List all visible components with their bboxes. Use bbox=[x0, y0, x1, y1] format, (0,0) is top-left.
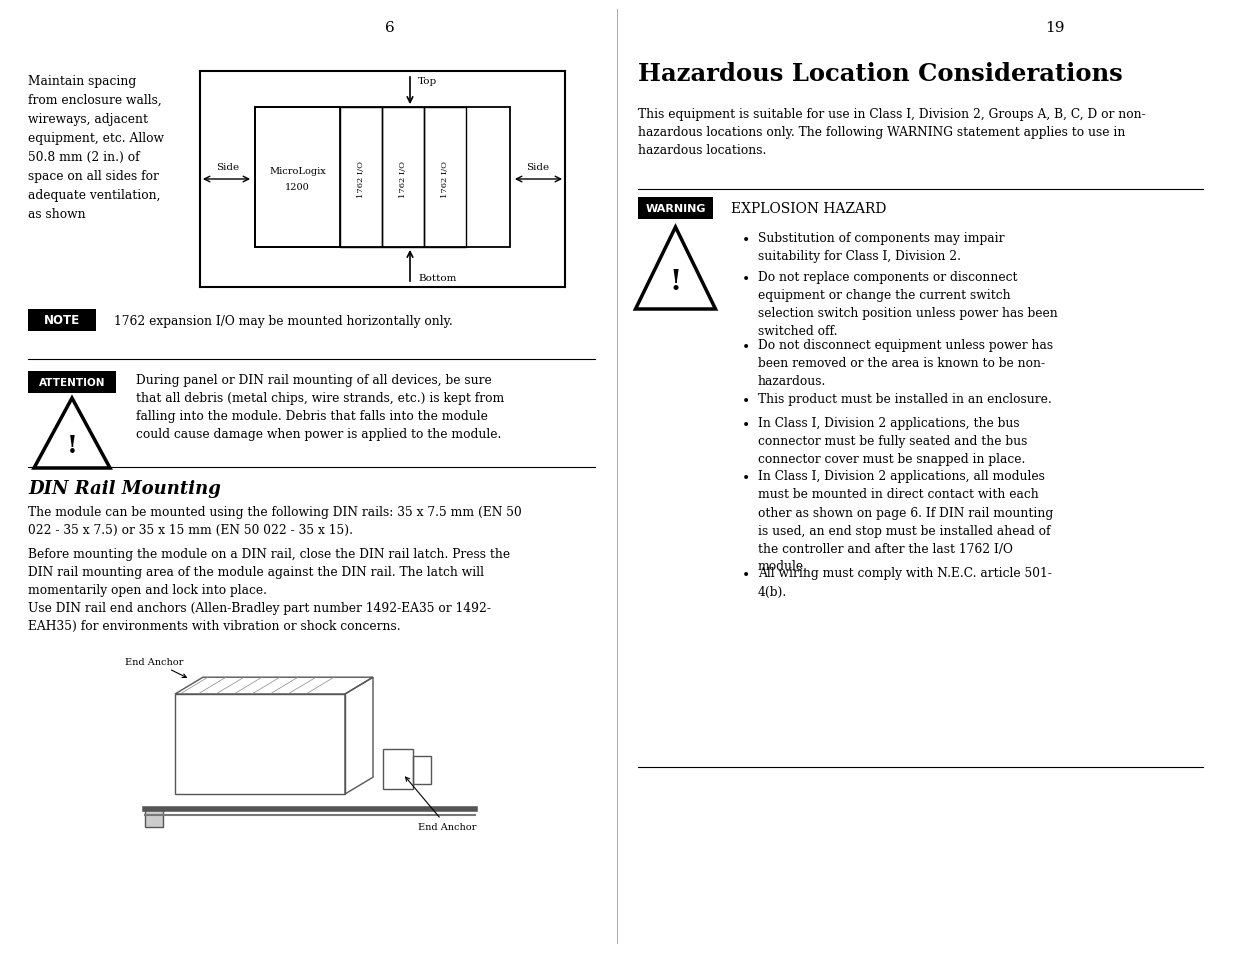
Text: •: • bbox=[742, 339, 750, 354]
Text: Hazardous Location Considerations: Hazardous Location Considerations bbox=[638, 62, 1123, 86]
Text: Side: Side bbox=[526, 163, 550, 172]
Text: •: • bbox=[742, 471, 750, 485]
Text: This product must be installed in an enclosure.: This product must be installed in an enc… bbox=[758, 392, 1052, 405]
Text: ATTENTION: ATTENTION bbox=[38, 377, 105, 388]
Text: !: ! bbox=[67, 434, 78, 457]
Text: Substitution of components may impair
suitability for Class I, Division 2.: Substitution of components may impair su… bbox=[758, 232, 1004, 263]
Text: NOTE: NOTE bbox=[44, 314, 80, 327]
Text: !: ! bbox=[669, 269, 682, 295]
Text: In Class I, Division 2 applications, all modules
must be mounted in direct conta: In Class I, Division 2 applications, all… bbox=[758, 470, 1053, 573]
Text: End Anchor: End Anchor bbox=[405, 778, 477, 831]
Text: 1762 I/O: 1762 I/O bbox=[399, 161, 408, 198]
Text: In Class I, Division 2 applications, the bus
connector must be fully seated and : In Class I, Division 2 applications, the… bbox=[758, 416, 1028, 465]
Text: Bottom: Bottom bbox=[417, 274, 457, 283]
Bar bbox=[175, 695, 345, 794]
Text: DIN Rail Mounting: DIN Rail Mounting bbox=[28, 479, 221, 497]
Bar bbox=[254, 108, 340, 248]
Text: 1762 I/O: 1762 I/O bbox=[357, 161, 366, 198]
Text: •: • bbox=[742, 568, 750, 582]
Text: 1762 expansion I/O may be mounted horizontally only.: 1762 expansion I/O may be mounted horizo… bbox=[114, 314, 453, 327]
Bar bbox=[28, 372, 116, 394]
Bar bbox=[424, 108, 466, 248]
Text: 6: 6 bbox=[385, 21, 395, 35]
Bar bbox=[28, 310, 96, 332]
Text: All wiring must comply with N.E.C. article 501-
4(b).: All wiring must comply with N.E.C. artic… bbox=[758, 567, 1052, 598]
Text: •: • bbox=[742, 417, 750, 432]
Bar bbox=[340, 108, 382, 248]
Text: 19: 19 bbox=[1045, 21, 1065, 35]
Text: 1762 I/O: 1762 I/O bbox=[441, 161, 450, 198]
Text: EXPLOSION HAZARD: EXPLOSION HAZARD bbox=[731, 202, 887, 215]
Bar bbox=[254, 108, 510, 248]
Bar bbox=[638, 198, 713, 220]
Bar bbox=[383, 749, 412, 789]
Text: During panel or DIN rail mounting of all devices, be sure
that all debris (metal: During panel or DIN rail mounting of all… bbox=[136, 374, 504, 440]
Text: Use DIN rail end anchors (Allen-Bradley part number 1492-EA35 or 1492-
EAH35) fo: Use DIN rail end anchors (Allen-Bradley … bbox=[28, 601, 492, 633]
Text: WARNING: WARNING bbox=[645, 204, 705, 213]
Text: Before mounting the module on a DIN rail, close the DIN rail latch. Press the
DI: Before mounting the module on a DIN rail… bbox=[28, 547, 510, 597]
Text: •: • bbox=[742, 393, 750, 407]
Text: MicroLogix: MicroLogix bbox=[269, 168, 326, 176]
Bar bbox=[144, 809, 163, 827]
Text: Top: Top bbox=[417, 77, 437, 86]
Text: Do not replace components or disconnect
equipment or change the current switch
s: Do not replace components or disconnect … bbox=[758, 271, 1057, 337]
Bar bbox=[412, 757, 431, 784]
Text: 1200: 1200 bbox=[285, 183, 310, 193]
Text: Do not disconnect equipment unless power has
been removed or the area is known t: Do not disconnect equipment unless power… bbox=[758, 338, 1053, 388]
Text: •: • bbox=[742, 233, 750, 247]
Text: •: • bbox=[742, 272, 750, 286]
Text: Maintain spacing
from enclosure walls,
wireways, adjacent
equipment, etc. Allow
: Maintain spacing from enclosure walls, w… bbox=[28, 75, 164, 221]
Text: Side: Side bbox=[216, 163, 240, 172]
Text: The module can be mounted using the following DIN rails: 35 x 7.5 mm (EN 50
022 : The module can be mounted using the foll… bbox=[28, 505, 521, 537]
Bar bbox=[382, 108, 424, 248]
Text: This equipment is suitable for use in Class I, Division 2, Groups A, B, C, D or : This equipment is suitable for use in Cl… bbox=[638, 108, 1146, 157]
Text: End Anchor: End Anchor bbox=[125, 658, 186, 678]
